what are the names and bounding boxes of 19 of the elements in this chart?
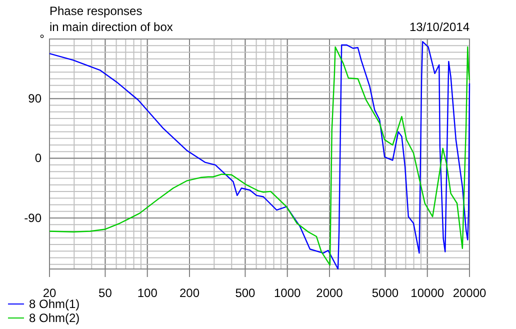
y-axis-title: °	[40, 32, 45, 46]
legend-label: 8 Ohm(2)	[29, 311, 80, 325]
chart-subtitle: in main direction of box	[50, 20, 173, 34]
x-tick-label: 1000	[274, 286, 302, 300]
x-tick-label: 2000	[316, 286, 344, 300]
x-tick-label: 10000	[410, 286, 444, 300]
x-tick-label: 20000	[452, 286, 487, 300]
x-tick-label: 5000	[372, 286, 399, 300]
text: 13/10/2014	[409, 20, 470, 34]
x-tick-label: 500	[235, 286, 256, 300]
x-tick-label: 100	[137, 286, 158, 300]
y-tick-label: 90	[28, 91, 42, 106]
x-tick-label: 20	[42, 286, 56, 300]
chart-title: Phase responses	[50, 4, 142, 18]
x-tick-label: 200	[179, 286, 200, 300]
y-tick-label: -90	[24, 210, 42, 225]
legend-label: 8 Ohm(1)	[29, 297, 80, 311]
y-tick-label: 0	[34, 151, 42, 166]
x-tick-label: 50	[98, 286, 112, 300]
